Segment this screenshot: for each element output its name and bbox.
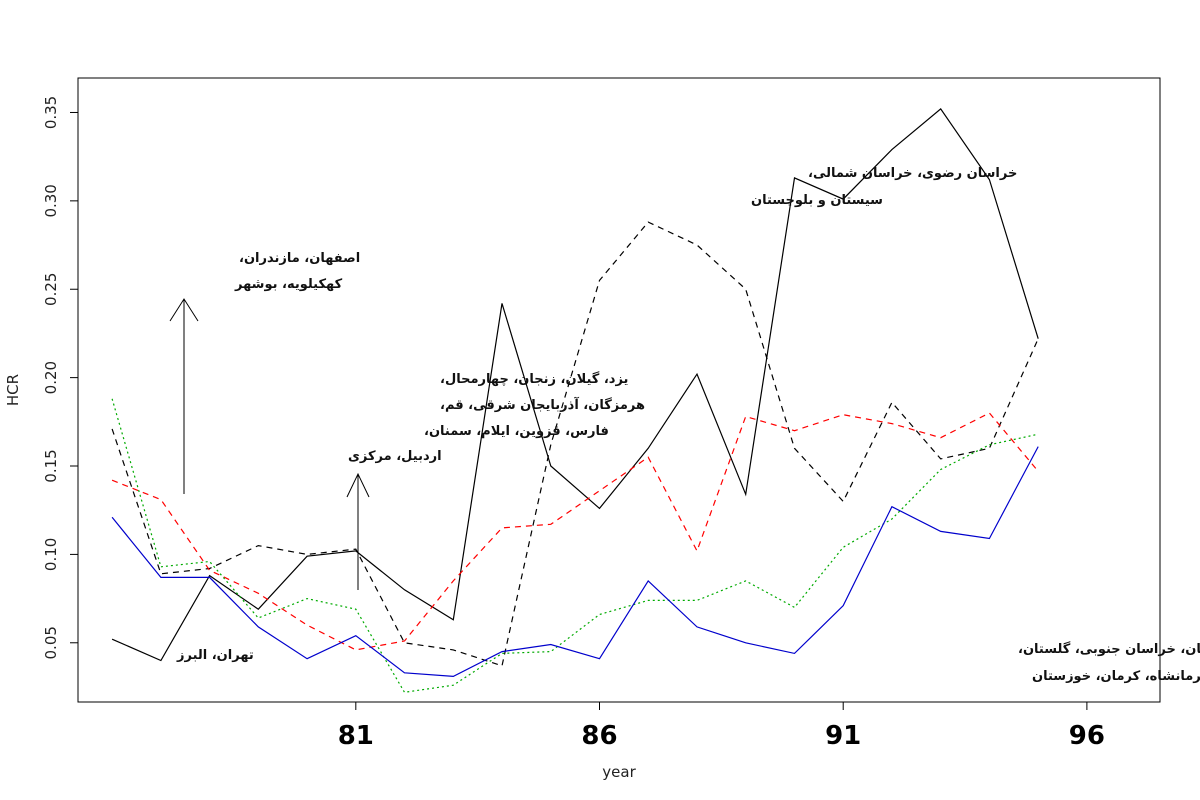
annotation-isfahan-arrowhead [169,298,199,322]
annotation-khorasan-line-1: خراسان رضوی، خراسان شمالی، [808,166,1017,181]
annotation-yazd-arrowhead [346,472,370,498]
y-tick-label: 0.25 [42,273,60,306]
annotation-kurdistan-line-1: کردستان، لرستان، خراسان جنوبی، گلستان، [1018,641,1200,657]
y-axis-title: HCR [4,374,22,406]
annotation-khorasan: خراسان رضوی، خراسان شمالی، سیستان و بلوچ… [751,166,1017,208]
y-axis: 0.05 0.10 0.15 0.20 0.25 0.30 0.35 [42,96,78,659]
annotation-yazd-line-3: فارس، قزوین، ایلام، سمنان، [424,424,609,439]
x-axis-title: year [602,763,636,781]
annotation-yazd-line-4: اردبیل، مرکزی [348,449,442,464]
series-line-2 [111,221,1039,667]
y-tick-label: 0.10 [42,538,60,571]
x-tick-label: 96 [1069,721,1105,751]
x-tick-label: 86 [581,721,617,751]
x-axis: 81 86 91 96 [338,702,1105,751]
annotation-kurdistan: کردستان، لرستان، خراسان جنوبی، گلستان، آ… [1018,641,1200,684]
y-tick-label: 0.35 [42,96,60,129]
series-layer [111,108,1039,693]
series-line-3 [111,412,1039,651]
annotation-yazd-line-1: یزد، گیلان، زنجان، چهارمحال، [440,371,628,387]
x-tick-label: 91 [825,721,861,751]
annotation-isfahan: اصفهان، مازندران، کهکیلویه، بوشهر [169,251,360,494]
series-line-1 [111,108,1039,662]
annotation-tehran: تهران، البرز [176,648,254,663]
y-tick-label: 0.15 [42,449,60,482]
y-tick-label: 0.30 [42,184,60,217]
annotation-yazd-line-2: هرمزگان، آذربایجان شرقی، قم، [440,396,645,413]
annotation-isfahan-line-1: اصفهان، مازندران، [239,251,360,266]
annotation-tehran-line-1: تهران، البرز [176,648,254,663]
annotation-isfahan-line-2: کهکیلویه، بوشهر [234,277,343,292]
series-line-5 [111,446,1039,678]
y-tick-label: 0.20 [42,361,60,394]
x-tick-label: 81 [338,721,374,751]
annotation-yazd: یزد، گیلان، زنجان، چهارمحال، هرمزگان، آذ… [346,371,645,590]
annotation-khorasan-line-2: سیستان و بلوچستان [751,193,883,208]
annotation-kurdistan-line-2: آذربایجان غربی، همدان، کرمانشاه، کرمان، … [1032,667,1200,684]
y-tick-label: 0.05 [42,626,60,659]
plot-frame [77,77,1161,703]
